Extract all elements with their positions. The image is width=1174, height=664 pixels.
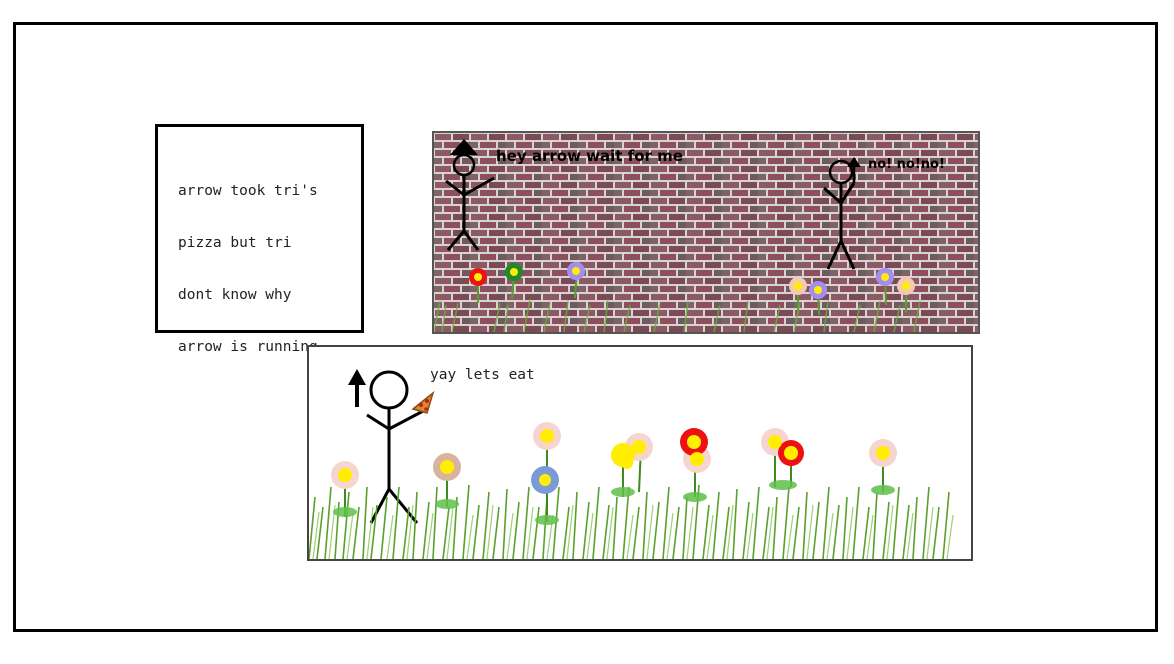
garden-panel: yay lets eat (307, 345, 973, 561)
brick-flowers (469, 262, 915, 316)
garden-scene (309, 369, 954, 559)
arrow-stick-figure (823, 157, 861, 270)
brick-wall-panel: hey arrow wait for me no! no!no! (432, 131, 980, 334)
garden-grass-light (312, 504, 954, 559)
brick-wall-scene (434, 133, 978, 332)
brick-grass (434, 298, 921, 332)
caption-line: pizza but tri (178, 235, 292, 251)
arrow-speech-top: no! no!no! (868, 157, 945, 172)
arrow-stick-figure-eating (348, 369, 428, 524)
pizza-slice-icon (411, 390, 435, 414)
garden-flowers (331, 422, 897, 525)
tri-speech: hey arrow wait for me (496, 147, 683, 165)
caption-line: dont know why (178, 287, 292, 303)
caption-line: arrow is running (178, 339, 318, 355)
tri-stick-figure (445, 139, 495, 251)
brick-texture (434, 133, 978, 332)
caption-line: arrow took tri's (178, 183, 318, 199)
caption-text: arrow took tri's pizza but tri dont know… (178, 152, 363, 386)
arrow-speech-bottom: yay lets eat (430, 367, 535, 383)
caption-box: arrow took tri's pizza but tri dont know… (155, 124, 364, 355)
garden-grass (309, 484, 950, 559)
